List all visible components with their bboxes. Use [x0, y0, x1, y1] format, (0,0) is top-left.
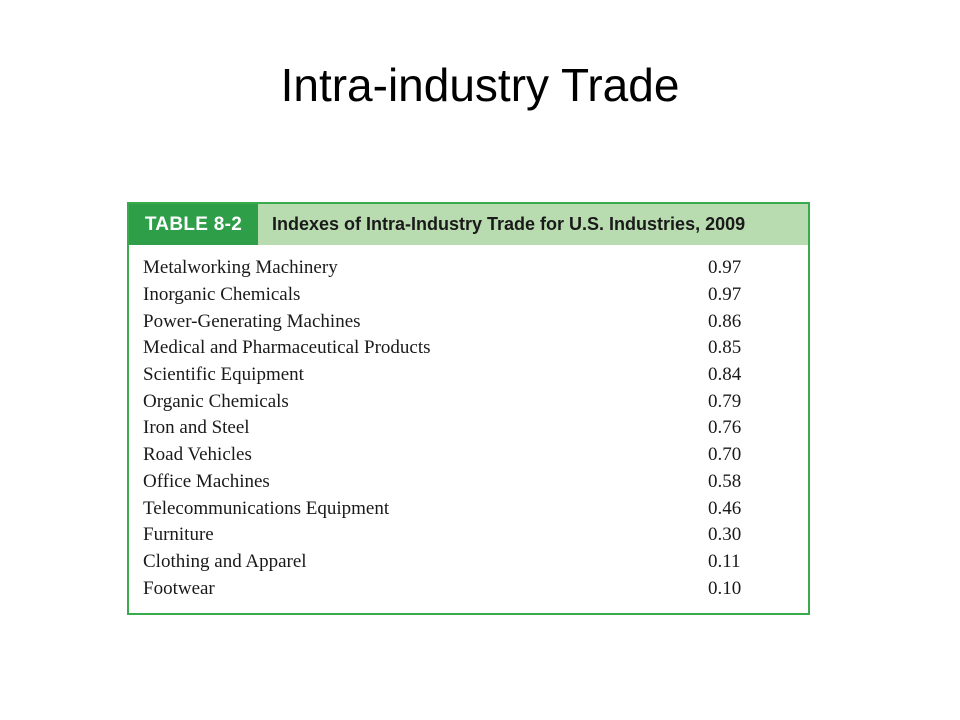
table-row: Inorganic Chemicals 0.97 [143, 282, 783, 309]
index-value: 0.79 [708, 390, 742, 412]
table-row: Clothing and Apparel 0.11 [143, 549, 783, 576]
index-value: 0.58 [708, 470, 742, 492]
industry-name: Clothing and Apparel [143, 550, 307, 572]
table-header: TABLE 8-2 Indexes of Intra-Industry Trad… [129, 204, 808, 245]
table-row: Metalworking Machinery 0.97 [143, 255, 783, 282]
table-row: Iron and Steel 0.76 [143, 415, 783, 442]
industry-name: Metalworking Machinery [143, 257, 338, 279]
industry-name: Furniture [143, 524, 214, 546]
index-value: 0.10 [708, 577, 742, 599]
table-row: Footwear 0.10 [143, 575, 783, 602]
industry-name: Footwear [143, 577, 215, 599]
industry-name: Scientific Equipment [143, 364, 304, 386]
table-row: Furniture 0.30 [143, 522, 783, 549]
industry-name: Office Machines [143, 470, 270, 492]
industry-name: Power-Generating Machines [143, 310, 361, 332]
index-value: 0.85 [708, 337, 742, 359]
index-value: 0.97 [708, 284, 742, 306]
index-value: 0.70 [708, 444, 742, 466]
index-value: 0.86 [708, 310, 742, 332]
table-caption: Indexes of Intra-Industry Trade for U.S.… [258, 204, 808, 245]
industry-name: Iron and Steel [143, 417, 250, 439]
index-value: 0.84 [708, 364, 742, 386]
table-row: Organic Chemicals 0.79 [143, 388, 783, 415]
index-value: 0.11 [708, 550, 741, 572]
table-row: Telecommunications Equipment 0.46 [143, 495, 783, 522]
table-row: Office Machines 0.58 [143, 469, 783, 496]
table-number-label: TABLE 8-2 [129, 204, 258, 245]
data-table: TABLE 8-2 Indexes of Intra-Industry Trad… [127, 202, 810, 615]
slide-title: Intra-industry Trade [280, 59, 680, 111]
industry-name: Organic Chemicals [143, 390, 289, 412]
index-value: 0.30 [708, 524, 742, 546]
industry-name: Telecommunications Equipment [143, 497, 390, 519]
table-body: Metalworking Machinery 0.97 Inorganic Ch… [143, 255, 783, 602]
index-value: 0.97 [708, 257, 742, 279]
index-value: 0.76 [708, 417, 742, 439]
index-value: 0.46 [708, 497, 742, 519]
table-row: Road Vehicles 0.70 [143, 442, 783, 469]
industry-name: Inorganic Chemicals [143, 284, 301, 306]
table-row: Scientific Equipment 0.84 [143, 362, 783, 389]
industry-name: Medical and Pharmaceutical Products [143, 337, 431, 359]
table-row: Power-Generating Machines 0.86 [143, 308, 783, 335]
table-row: Medical and Pharmaceutical Products 0.85 [143, 335, 783, 362]
industry-name: Road Vehicles [143, 444, 252, 466]
